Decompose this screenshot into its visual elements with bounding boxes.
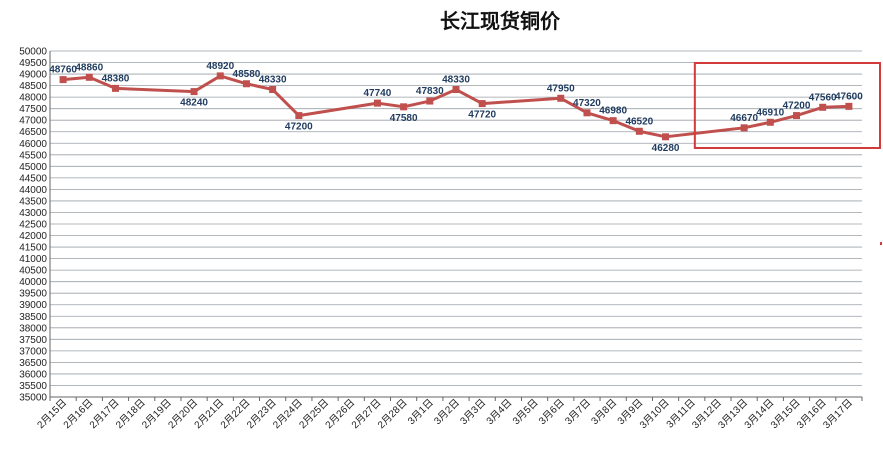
x-tick-label: 3月1日 — [405, 397, 435, 427]
y-tick-label: 47000 — [19, 116, 47, 127]
data-label: 47600 — [835, 91, 863, 102]
edge-mark — [880, 242, 882, 245]
data-label: 47200 — [285, 122, 313, 133]
y-tick-label: 43500 — [19, 196, 47, 207]
y-tick-label: 41000 — [19, 254, 47, 265]
y-tick-label: 37500 — [19, 335, 47, 346]
highlight-box — [693, 62, 881, 149]
data-point — [635, 127, 643, 135]
y-tick-label: 40500 — [19, 266, 47, 277]
data-point — [373, 99, 381, 107]
grid-layer — [49, 50, 862, 398]
y-tick-label: 47500 — [19, 104, 47, 115]
data-label: 48580 — [233, 69, 261, 80]
data-label: 48920 — [206, 61, 234, 72]
y-tick-label: 49500 — [19, 58, 47, 69]
y-tick-label: 45000 — [19, 162, 47, 173]
y-tick-label: 39000 — [19, 300, 47, 311]
x-tick-label: 3月8日 — [589, 397, 619, 427]
data-point — [793, 112, 801, 120]
data-label: 46520 — [625, 116, 653, 127]
data-point — [478, 100, 486, 108]
data-point — [819, 103, 827, 111]
annotation-layer — [693, 62, 882, 245]
data-label: 46980 — [599, 106, 627, 117]
data-point — [426, 97, 434, 105]
data-label: 47580 — [390, 113, 418, 124]
data-point — [269, 86, 277, 94]
x-tick-label: 2月28日 — [375, 397, 409, 431]
y-tick-label: 36000 — [19, 369, 47, 380]
data-point — [85, 73, 93, 81]
y-tick-label: 42000 — [19, 231, 47, 242]
y-tick-label: 48500 — [19, 81, 47, 92]
data-point — [845, 102, 853, 110]
chart-title: 长江现货铜价 — [440, 9, 561, 33]
data-label: 48760 — [49, 65, 77, 76]
data-label: 47720 — [468, 110, 496, 121]
data-label: 47830 — [416, 86, 444, 97]
data-point — [557, 94, 565, 102]
y-tick-label: 49000 — [19, 70, 47, 81]
y-tick-label: 46500 — [19, 127, 47, 138]
data-label: 47320 — [573, 98, 601, 109]
y-tick-label: 35500 — [19, 381, 47, 392]
y-tick-label: 38000 — [19, 323, 47, 334]
x-tick-label: 3月6日 — [536, 397, 566, 427]
data-point — [583, 109, 591, 117]
y-tick-label: 48000 — [19, 93, 47, 104]
data-point — [662, 133, 670, 141]
y-tick-label: 42500 — [19, 220, 47, 231]
data-label: 48860 — [75, 62, 103, 73]
data-point — [190, 88, 198, 96]
x-tick-label: 3月5日 — [510, 397, 540, 427]
y-axis-ticks: 3500035500360003650037000375003800038500… — [19, 47, 47, 404]
series-layer — [59, 72, 853, 141]
y-tick-label: 36500 — [19, 358, 47, 369]
data-labels: 4876048860483804824048920485804833047200… — [49, 61, 863, 154]
data-point — [295, 112, 303, 120]
x-axis-ticks: 2月15日2月16日2月17日2月18日2月19日2月20日2月21日2月22日… — [35, 397, 863, 431]
data-label: 47740 — [364, 88, 392, 99]
data-point — [216, 72, 224, 80]
data-point — [111, 84, 119, 92]
data-point — [400, 103, 408, 111]
data-label: 48380 — [102, 73, 130, 84]
data-point — [242, 80, 250, 88]
data-point — [59, 76, 67, 84]
y-tick-label: 39500 — [19, 289, 47, 300]
data-label: 48330 — [259, 75, 287, 86]
y-tick-label: 35000 — [19, 393, 47, 404]
data-point — [609, 117, 617, 125]
y-tick-label: 41500 — [19, 243, 47, 254]
x-tick-label: 3月2日 — [432, 397, 462, 427]
data-label: 46910 — [756, 107, 784, 118]
x-tick-label: 3月4日 — [484, 397, 514, 427]
y-tick-label: 44500 — [19, 173, 47, 184]
x-tick-label: 3月17日 — [821, 397, 855, 431]
data-label: 46670 — [730, 113, 758, 124]
data-label: 48240 — [180, 98, 208, 109]
data-point — [766, 118, 774, 126]
y-tick-label: 43000 — [19, 208, 47, 219]
x-tick-label: 3月3日 — [458, 397, 488, 427]
y-tick-label: 45500 — [19, 150, 47, 161]
y-tick-label: 37000 — [19, 346, 47, 357]
data-label: 48330 — [442, 75, 470, 86]
data-point — [740, 124, 748, 132]
y-tick-label: 50000 — [19, 47, 47, 58]
y-tick-label: 46000 — [19, 139, 47, 150]
data-label: 46280 — [652, 143, 680, 154]
data-label: 47950 — [547, 83, 575, 94]
y-tick-label: 40000 — [19, 277, 47, 288]
x-tick-label: 3月7日 — [563, 397, 593, 427]
data-point — [452, 86, 460, 94]
data-label: 47200 — [783, 101, 811, 112]
y-tick-label: 44000 — [19, 185, 47, 196]
data-label: 47560 — [809, 92, 837, 103]
y-tick-label: 38500 — [19, 312, 47, 323]
